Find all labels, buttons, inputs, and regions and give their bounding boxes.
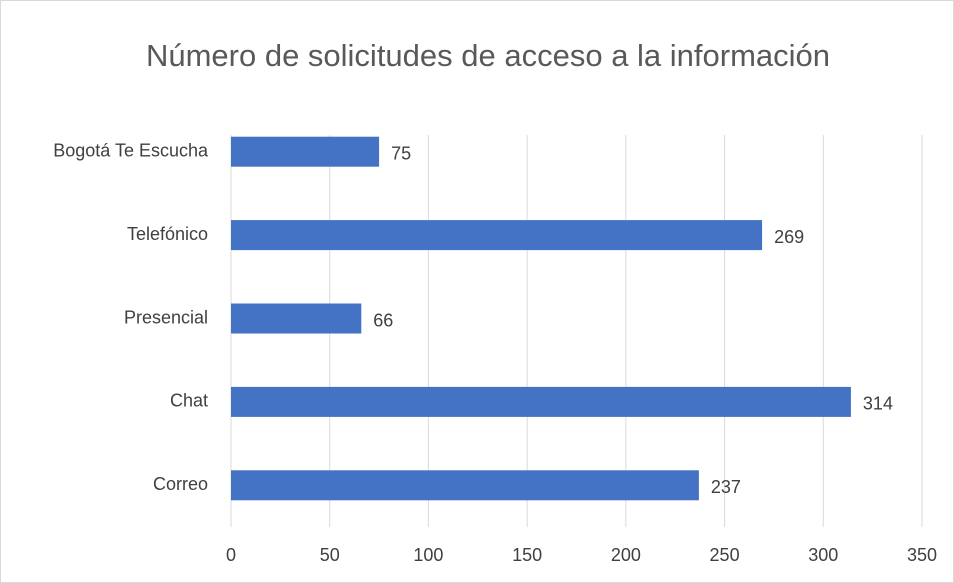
- x-tick-label: 200: [611, 545, 641, 565]
- x-tick-label: 150: [512, 545, 542, 565]
- bar: [231, 470, 699, 501]
- y-tick-label: Telefónico: [127, 224, 208, 244]
- data-label: 314: [863, 394, 893, 414]
- data-label: 75: [391, 143, 411, 163]
- bar: [231, 220, 763, 251]
- bar: [231, 136, 380, 167]
- y-tick-label: Presencial: [124, 307, 208, 327]
- data-label: 237: [711, 477, 741, 497]
- x-tick-label: 300: [808, 545, 838, 565]
- x-tick-label: 0: [226, 545, 236, 565]
- bar: [231, 386, 851, 417]
- y-tick-label: Chat: [170, 391, 208, 411]
- y-tick-label: Correo: [153, 474, 208, 494]
- chart-title: Número de solicitudes de acceso a la inf…: [146, 38, 830, 73]
- x-tick-label: 350: [907, 545, 937, 565]
- x-tick-label: 50: [320, 545, 340, 565]
- x-tick-label: 100: [413, 545, 443, 565]
- data-label: 66: [373, 310, 393, 330]
- x-tick-label: 250: [710, 545, 740, 565]
- bar: [231, 303, 362, 334]
- y-tick-label: Bogotá Te Escucha: [53, 140, 209, 160]
- data-label: 269: [774, 227, 804, 247]
